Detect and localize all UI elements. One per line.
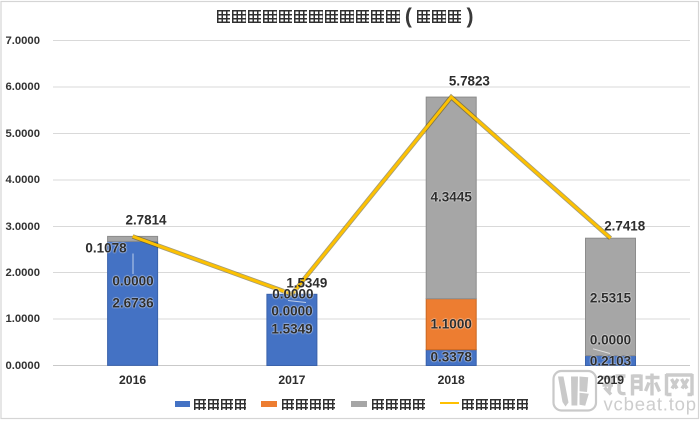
svg-text:vcbeat.top: vcbeat.top bbox=[604, 394, 697, 415]
